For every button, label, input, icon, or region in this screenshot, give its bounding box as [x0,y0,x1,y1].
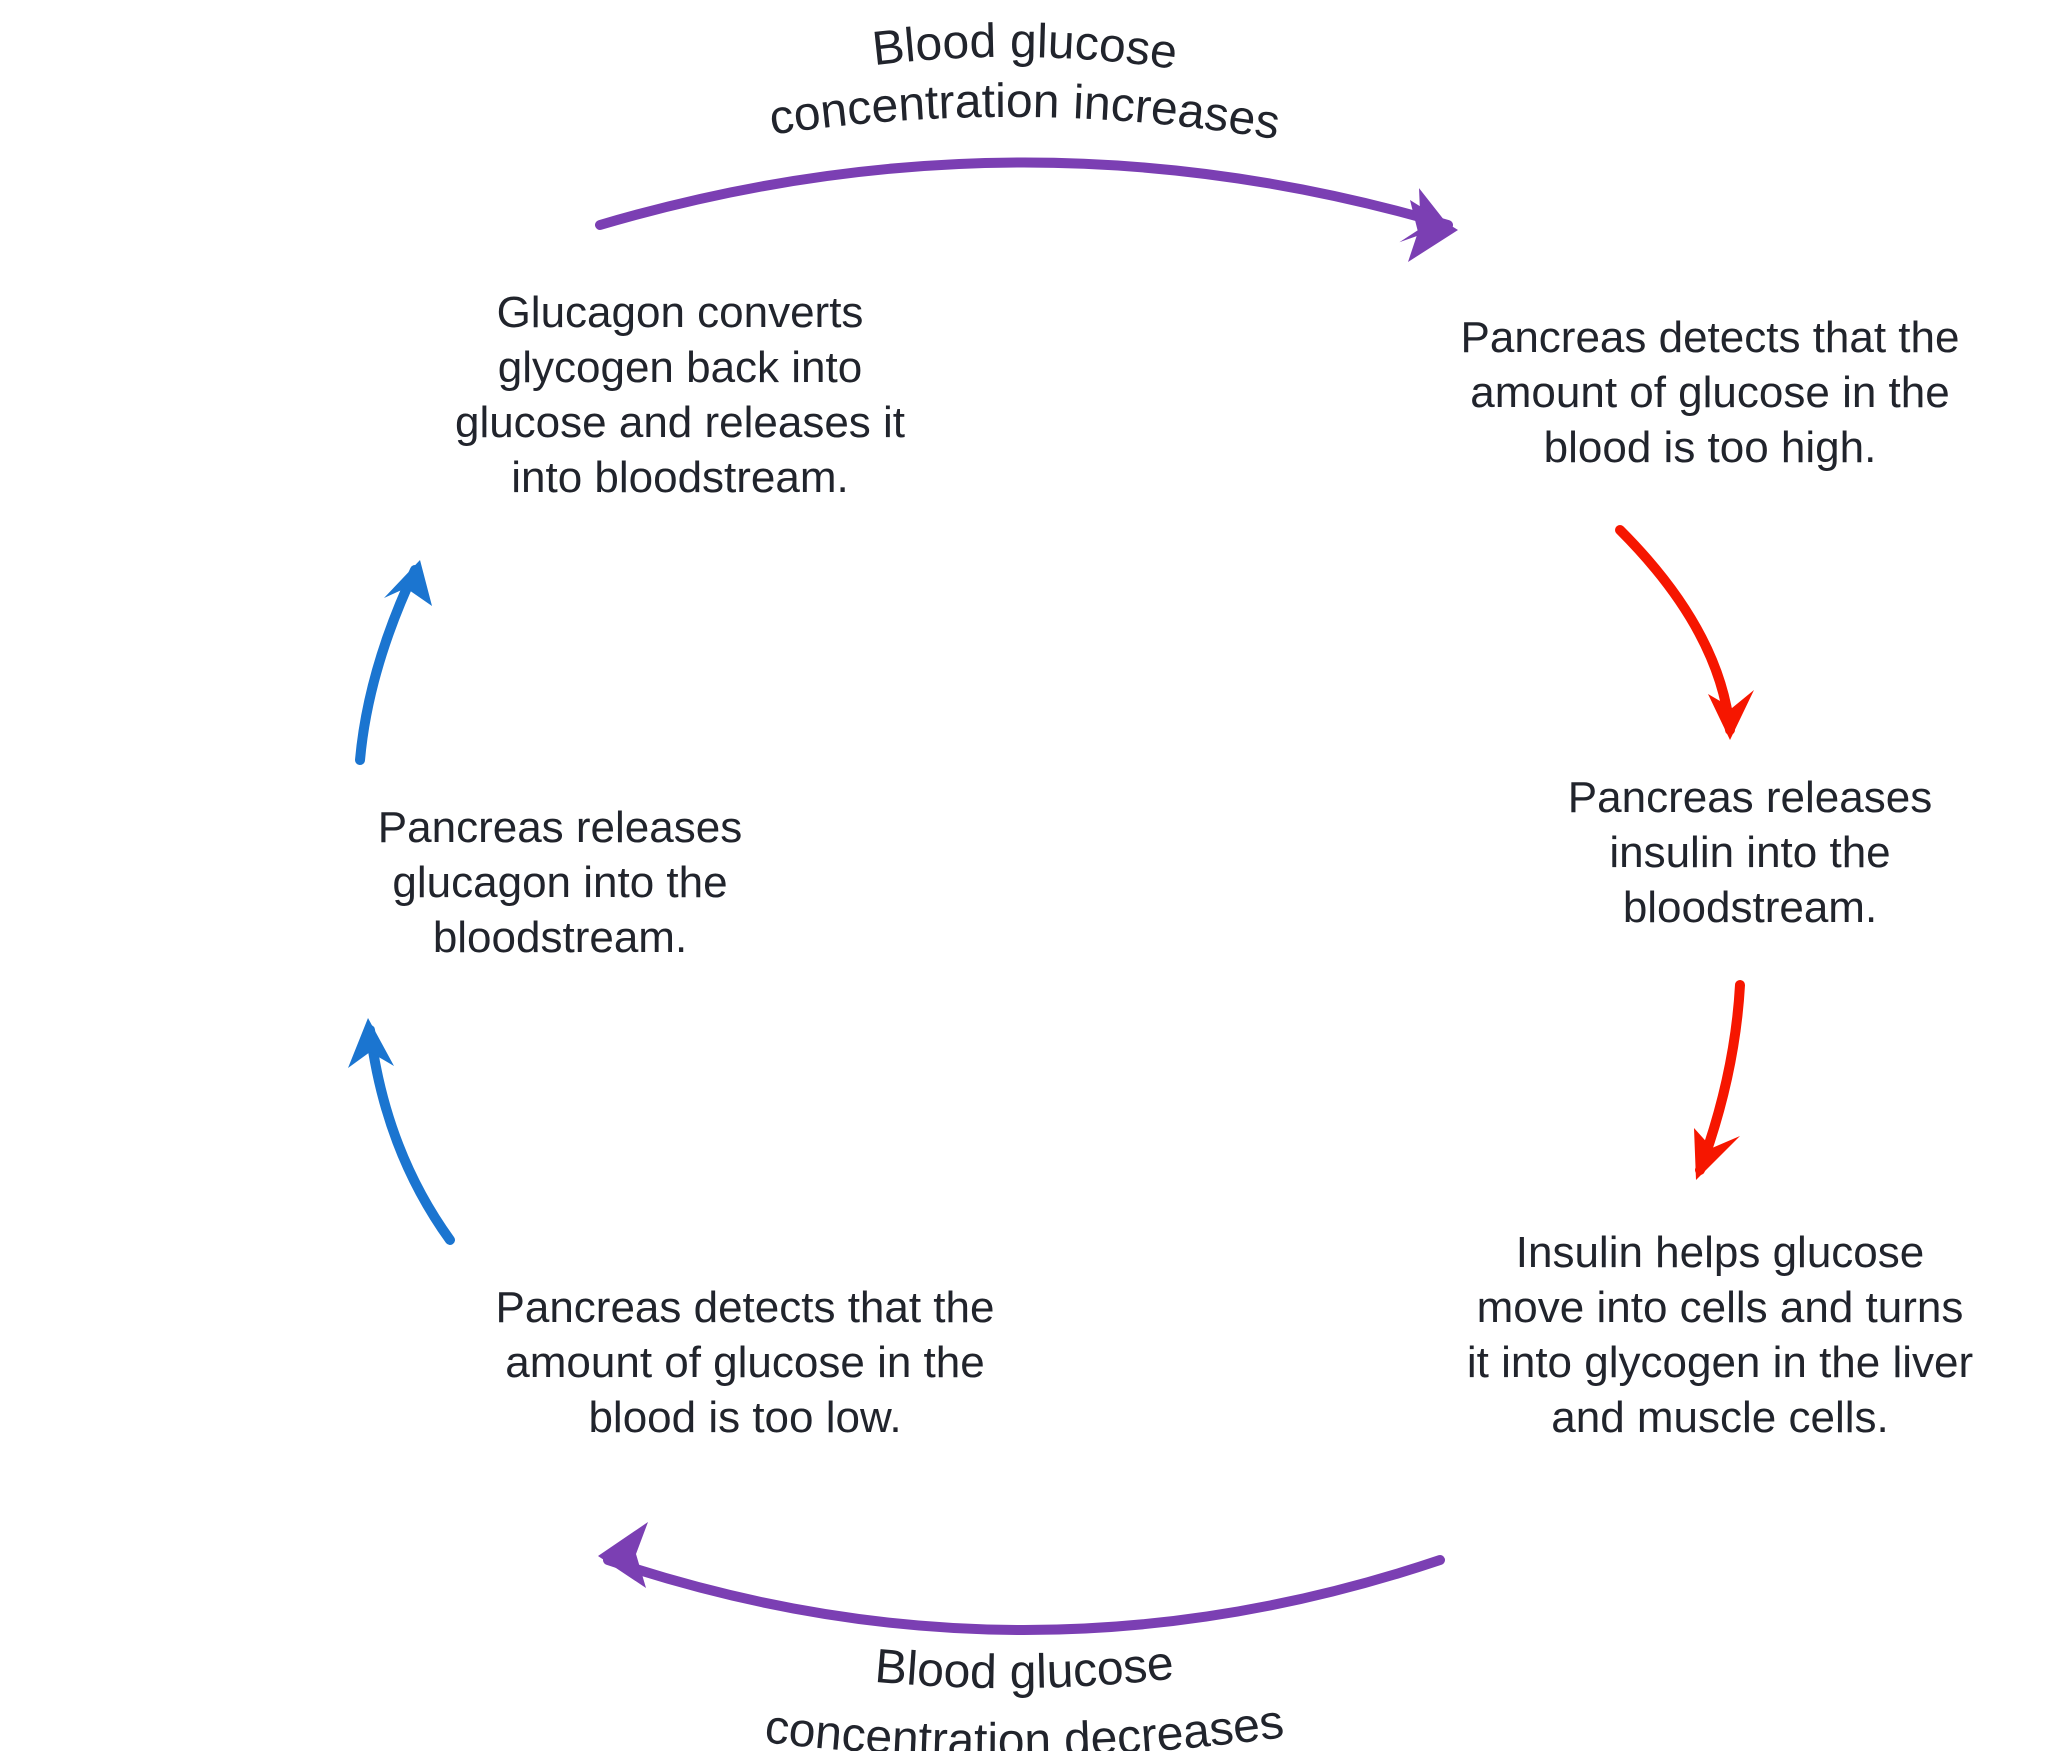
arrow-blue-1 [348,1018,450,1240]
node-high-detect: Pancreas detects that the amount of gluc… [1430,310,1990,475]
bottom-arc-label-line1: Blood glucose [873,1637,1176,1699]
node-insulin: Pancreas releases insulin into the blood… [1540,770,1960,935]
top-arc-label-line1: Blood glucose [870,15,1181,80]
arrow-bottom-purple [598,1522,1440,1630]
arrow-top-purple [600,163,1458,263]
node-glucagon: Pancreas releases glucagon into the bloo… [330,800,790,965]
node-low-detect: Pancreas detects that the amount of gluc… [450,1280,1040,1445]
bottom-arc-label-line2: concentration decreases [762,1695,1286,1751]
arrow-red-1 [1620,530,1754,740]
arrow-blue-2 [360,560,432,760]
node-glycogen: Insulin helps glucose move into cells an… [1460,1225,1980,1445]
top-arc-label-line2: concentration increases [766,75,1283,150]
node-convert: Glucagon converts glycogen back into glu… [420,285,940,505]
arrow-red-2 [1694,985,1740,1180]
